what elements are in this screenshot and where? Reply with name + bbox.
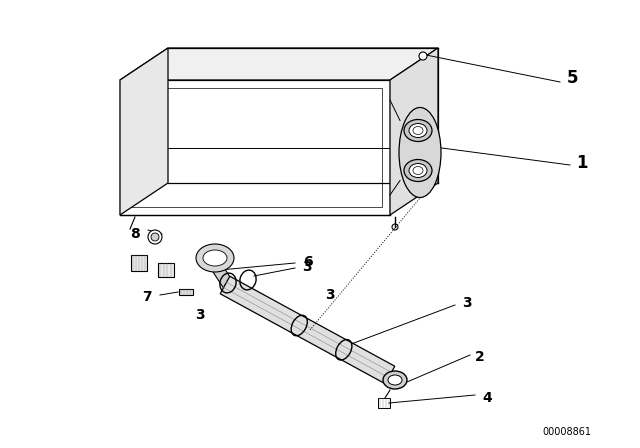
Polygon shape [158,263,174,277]
Ellipse shape [404,120,432,142]
Text: 3: 3 [195,308,205,322]
Text: 1: 1 [576,154,588,172]
Polygon shape [390,48,438,215]
Polygon shape [120,80,390,215]
Text: 4: 4 [482,391,492,405]
Circle shape [419,52,427,60]
Text: 3: 3 [302,260,312,274]
Circle shape [148,230,162,244]
Ellipse shape [196,244,234,272]
Polygon shape [213,266,240,298]
Ellipse shape [383,371,407,389]
Text: 3: 3 [462,296,472,310]
Polygon shape [220,276,395,384]
Polygon shape [179,289,193,295]
Text: 00008861: 00008861 [543,427,591,437]
Text: 8: 8 [130,227,140,241]
Ellipse shape [404,159,432,181]
Text: 5: 5 [566,69,578,87]
Polygon shape [378,398,390,408]
Text: 2: 2 [475,350,485,364]
Text: 7: 7 [142,290,152,304]
Text: 3: 3 [325,288,335,302]
Polygon shape [120,48,168,215]
Text: 6: 6 [303,255,313,269]
Polygon shape [131,255,147,271]
Ellipse shape [409,124,427,138]
Ellipse shape [409,164,427,177]
Ellipse shape [399,108,441,198]
Ellipse shape [388,375,402,385]
Ellipse shape [203,250,227,266]
Circle shape [151,233,159,241]
Polygon shape [120,48,438,80]
